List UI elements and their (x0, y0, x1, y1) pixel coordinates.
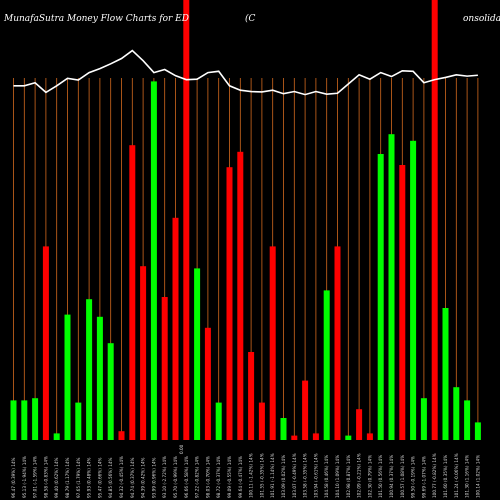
money-flow-bar (118, 431, 125, 440)
x-tick-label: 103.09 (0.02%) 14% (281, 455, 286, 498)
x-tick-label: 94.39 (0.42%) 14% (141, 457, 146, 498)
x-tick-label: 97.65 (1.79%) 14% (76, 457, 81, 498)
price-line (13, 49, 478, 96)
x-tick-label: 100.94 (0.37%) 14% (389, 455, 394, 498)
x-tick-label: 101.50 (0.56%) 14% (378, 455, 383, 498)
money-flow-bar (53, 433, 60, 440)
x-tick-label: 102.98 (0.87%) 14% (346, 455, 351, 498)
x-tick-label: 95.93 (0.48%) 14% (87, 457, 92, 498)
money-flow-bar (388, 134, 395, 440)
money-flow-bar (431, 0, 438, 440)
x-tick-label: 103.07 (-0.49%) 14% (292, 453, 297, 498)
money-flow-bar (237, 151, 244, 441)
x-tick-label: 100.77 (-0.82%) 14% (432, 453, 437, 498)
x-tick-label: 98.72 (-0.37%) 14% (216, 456, 221, 498)
x-tick-label: 103.94 (-0.61%) 14% (313, 453, 318, 498)
x-tick-label: 96.47 (0.39%) 14% (11, 457, 16, 498)
x-tick-label: 101.60 (0.35%) 14% (443, 455, 448, 498)
x-tick-label: 99.40 (0.62%) 14% (54, 457, 59, 498)
x-tick-label: 101.55 (-0.35%) 14% (259, 453, 264, 498)
money-flow-bar (150, 81, 157, 441)
money-flow-bar (312, 433, 319, 440)
money-flow-bar (258, 402, 265, 440)
x-tick-label: 101.91 (-1.14%) 14% (270, 453, 275, 498)
x-tick-label: 100.57 (1.08%) 14% (400, 455, 405, 498)
x-tick-label: 104.10 (1.09%) 14% (335, 455, 340, 498)
x-tick-label: 98.79 (1.17%) 14% (65, 457, 70, 498)
money-flow-bar (107, 343, 114, 440)
money-flow-bar (129, 145, 136, 440)
x-tick-label: 99.69 (-1.07%) 14% (421, 456, 426, 498)
money-flow-bar (32, 398, 39, 440)
money-flow-bar (399, 165, 406, 440)
money-flow-bar (42, 246, 49, 440)
x-tick-label: 95.70 (-0.99%) 14% (173, 456, 178, 498)
x-tick-label: 94.32 (-0.45%) 14% (119, 456, 124, 498)
money-flow-bar (464, 400, 471, 440)
money-flow-bar (204, 327, 211, 440)
money-flow-bar (474, 422, 481, 440)
money-flow-bar (183, 0, 190, 440)
money-flow-bar (420, 398, 427, 440)
money-flow-bar (21, 400, 28, 440)
money-flow-bar (323, 290, 330, 440)
money-flow-bar (161, 297, 168, 440)
money-flow-bar (345, 435, 352, 440)
chart-title-mid: (C (245, 13, 256, 24)
money-flow-bar (453, 387, 460, 440)
x-tick-label: 100.11 (-1.42%) 14% (249, 453, 254, 498)
x-tick-label: 97.01 (-1.59%) 14% (33, 456, 38, 498)
x-tick-label: 99.50 (-0.19%) 14% (411, 456, 416, 498)
money-flow-bar (302, 380, 309, 440)
bars (10, 0, 481, 441)
x-tick-label: 97.22 (-0.82%) 14% (195, 456, 200, 498)
money-flow-bar (96, 316, 103, 440)
x-tick-label: 96.66 (-0.58%) 14% (184, 456, 189, 498)
x-tick-label: 95.47 (0.66%) 14% (97, 457, 102, 498)
money-flow-bar (356, 409, 363, 440)
x-tick-label: 98.03 (-0.70%) 14% (205, 456, 210, 498)
x-tick-label: 103.58 (-0.35%) 14% (303, 453, 308, 498)
x-tick-label: 99.64 (-0.47%) 14% (238, 456, 243, 498)
money-flow-bar (291, 435, 298, 440)
tick-labels: 96.47 (0.39%) 14% 95.13 (-1.94%) 14% 97.01… (11, 453, 480, 498)
money-flow-bar (215, 402, 222, 440)
money-flow-bar (10, 400, 17, 440)
money-flow-bar (366, 433, 373, 440)
chart-title-right: onsolidat (463, 14, 500, 24)
money-flow-bar (226, 167, 233, 440)
grid-lines (13, 78, 479, 440)
x-tick-label: 95.13 (-1.94%) 14% (22, 456, 27, 498)
money-flow-bar (64, 314, 71, 440)
x-tick-label: 93.10 (-2.72%) 14% (162, 456, 167, 498)
money-flow-bar (377, 154, 384, 440)
x-tick-label: 102.30 (0.79%) 14% (367, 455, 372, 498)
chart-title-left: MunafaSutra Money Flow Charts for ED (3, 14, 189, 24)
money-flow-bar (269, 246, 276, 440)
money-flow-bar (140, 266, 147, 440)
x-tick-label: 102.09 (-0.21%) 14% (357, 453, 362, 498)
money-flow-bar (334, 246, 341, 440)
money-flow-bar (172, 217, 179, 440)
x-tick-label: 104.58 (0.46%) 14% (324, 455, 329, 498)
x-tick-label: 101.30 (1.16%) 14% (465, 455, 470, 498)
money-flow-bar (194, 268, 201, 440)
x-tick-label: 94.74 (0.37%) 14% (130, 457, 135, 498)
money-flow-bar (248, 352, 255, 440)
x-tick-label: 93.99 (0.96%) 14% (151, 457, 156, 498)
x-tick-label: 100.14 (1.02%) 14% (475, 455, 480, 498)
money-flow-bar (280, 418, 287, 440)
x-tick-label: 94.85 (0.56%) 14% (108, 457, 113, 498)
money-flow-bar (442, 308, 449, 440)
money-flow-bar (75, 402, 82, 440)
xaxis-note: 0.00 (179, 444, 184, 454)
money-flow-bar (86, 299, 93, 440)
x-tick-label: 99.09 (-0.55%) 14% (227, 456, 232, 498)
x-tick-label: 98.58 (-0.83%) 14% (43, 456, 48, 498)
money-flow-bar (410, 140, 417, 441)
x-tick-label: 101.24 (-0.06%) 14% (454, 453, 459, 498)
